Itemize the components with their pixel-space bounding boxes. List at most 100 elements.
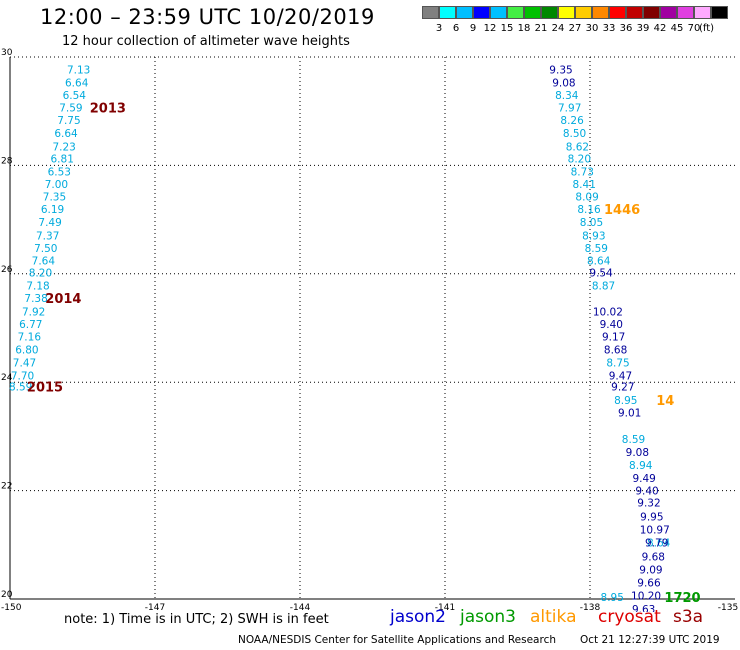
wave-height-label: 9.79 <box>645 538 668 550</box>
legend-swatch <box>439 6 456 19</box>
legend-tick-label: 42 <box>653 23 667 34</box>
wave-height-map: 20 22 24 26 28 30 -150 -147 -144 -141 -138 -135 7.13… <box>1 48 738 612</box>
wave-height-label: 9.95 <box>640 512 663 524</box>
legend-tick-label: 39 <box>636 23 650 34</box>
wave-height-label: 9.68 <box>642 552 665 564</box>
legend-swatch <box>677 6 694 19</box>
wave-height-label: 6.64 <box>54 128 78 140</box>
wave-height-label: 7.13 <box>67 64 90 76</box>
legend-swatch <box>456 6 473 19</box>
wave-height-label: 9.66 <box>637 578 661 590</box>
wave-height-label: 8.93 <box>582 230 605 242</box>
wave-height-label: 6.77 <box>19 319 42 331</box>
wave-height-label: 6.54 <box>63 90 87 102</box>
pass-time-label: 2013 <box>90 101 126 116</box>
legend-swatch <box>473 6 490 19</box>
wave-height-label: 8.62 <box>566 141 589 153</box>
wave-height-label: 9.17 <box>602 332 625 344</box>
wave-height-label: 8.16 <box>577 204 601 216</box>
wave-height-label: 9.54 <box>589 268 613 280</box>
wave-height-label: 8.64 <box>587 255 611 267</box>
legend-swatch <box>609 6 626 19</box>
legend-tick-label: 9 <box>469 23 477 34</box>
wave-height-label: 8.09 <box>575 191 598 203</box>
wave-height-label: 7.37 <box>36 230 59 242</box>
legend-tick-label: 27 <box>568 23 582 34</box>
legend-unit: (ft) <box>699 23 715 34</box>
legend-swatch <box>694 6 711 19</box>
legend-tick-label: 24 <box>551 23 565 34</box>
legend-tick-label: 3 <box>435 23 443 34</box>
pass-time-label: 2015 <box>27 381 63 396</box>
wave-height-label: 10.97 <box>640 525 670 537</box>
wave-height-label: 9.09 <box>639 565 662 577</box>
wave-height-label: 6.53 <box>48 166 71 178</box>
satellite-label-altika: altika <box>530 607 577 627</box>
wave-height-label: 7.18 <box>26 281 49 293</box>
legend-swatch <box>592 6 609 19</box>
legend-swatch <box>626 6 643 19</box>
x-tick-label: -144 <box>290 603 311 612</box>
wave-height-label: 8.20 <box>568 153 591 165</box>
legend-swatch <box>575 6 592 19</box>
wave-height-label: 8.34 <box>555 90 579 102</box>
wave-height-label: 8.05 <box>580 217 603 229</box>
legend-swatch <box>643 6 660 19</box>
wave-height-label: 7.64 <box>32 255 56 267</box>
legend-tick-label: 33 <box>602 23 616 34</box>
x-tick-label: -135 <box>718 603 738 612</box>
wave-height-label: 8.95 <box>601 592 624 604</box>
legend-tick-label: 30 <box>585 23 599 34</box>
y-tick-label: 30 <box>1 48 13 58</box>
satellite-label-jason3: jason3 <box>460 607 516 627</box>
x-tick-label: -150 <box>1 603 22 612</box>
satellite-label-s3a: s3a <box>673 607 704 627</box>
wave-height-label: 7.70 <box>11 371 34 383</box>
wave-height-label: 6.80 <box>15 345 38 357</box>
wave-height-label: 9.08 <box>626 447 649 459</box>
wave-height-label: 8.59 <box>9 382 32 394</box>
legend-tick-label: 36 <box>619 23 633 34</box>
wave-height-label: 10.20 <box>631 591 661 603</box>
legend-tick-label: 18 <box>517 23 531 34</box>
wave-height-label: 9.63 <box>632 604 655 612</box>
y-tick-label: 24 <box>1 373 13 383</box>
wave-height-label: 7.35 <box>43 191 66 203</box>
wave-height-label: 10.02 <box>593 307 623 319</box>
wave-height-label: 7.97 <box>558 102 581 114</box>
legend-tick-label: 12 <box>483 23 497 34</box>
chart-subtitle: 12 hour collection of altimeter wave hei… <box>62 34 350 49</box>
pass-time-label: 1720 <box>664 591 700 606</box>
x-tick-label: -147 <box>145 603 165 612</box>
chart-title: 12:00 – 23:59 UTC 10/20/2019 <box>40 5 375 29</box>
credit-line: NOAA/NESDIS Center for Satellite Applica… <box>238 634 556 646</box>
wave-height-label: 7.16 <box>18 332 42 344</box>
wave-height-label: 8.73 <box>571 166 594 178</box>
x-tick-label: -141 <box>435 603 455 612</box>
y-tick-label: 28 <box>1 156 13 166</box>
wave-height-label: 9.49 <box>632 473 655 485</box>
pass-time-label: 2014 <box>45 292 81 307</box>
wave-height-label: 7.59 <box>59 102 82 114</box>
wave-height-label: 8.59 <box>585 243 608 255</box>
pass-time-label: 14 <box>656 394 674 409</box>
wave-height-label: 8.41 <box>573 179 596 191</box>
wave-height-label: 7.75 <box>57 115 80 127</box>
y-tick-label: 26 <box>1 265 13 275</box>
wave-height-label: 7.92 <box>22 307 45 319</box>
wave-height-label: 9.40 <box>600 319 623 331</box>
generated-timestamp: Oct 21 12:27:39 UTC 2019 <box>580 634 720 646</box>
wave-height-label: 8.64 <box>647 538 671 550</box>
legend-tick-label: 15 <box>500 23 514 34</box>
wave-height-label: 9.47 <box>609 371 632 383</box>
wave-height-label: 8.87 <box>592 281 615 293</box>
wave-height-label: 7.23 <box>52 141 75 153</box>
wave-height-label: 7.47 <box>13 358 36 370</box>
wave-height-label: 7.50 <box>34 243 57 255</box>
wave-height-label: 8.95 <box>614 395 637 407</box>
legend-swatch <box>541 6 558 19</box>
wave-height-label: 8.75 <box>606 358 629 370</box>
y-tick-label: 22 <box>1 482 12 492</box>
footnote: note: 1) Time is in UTC; 2) SWH is in fe… <box>64 612 329 627</box>
wave-height-label: 6.81 <box>51 153 74 165</box>
